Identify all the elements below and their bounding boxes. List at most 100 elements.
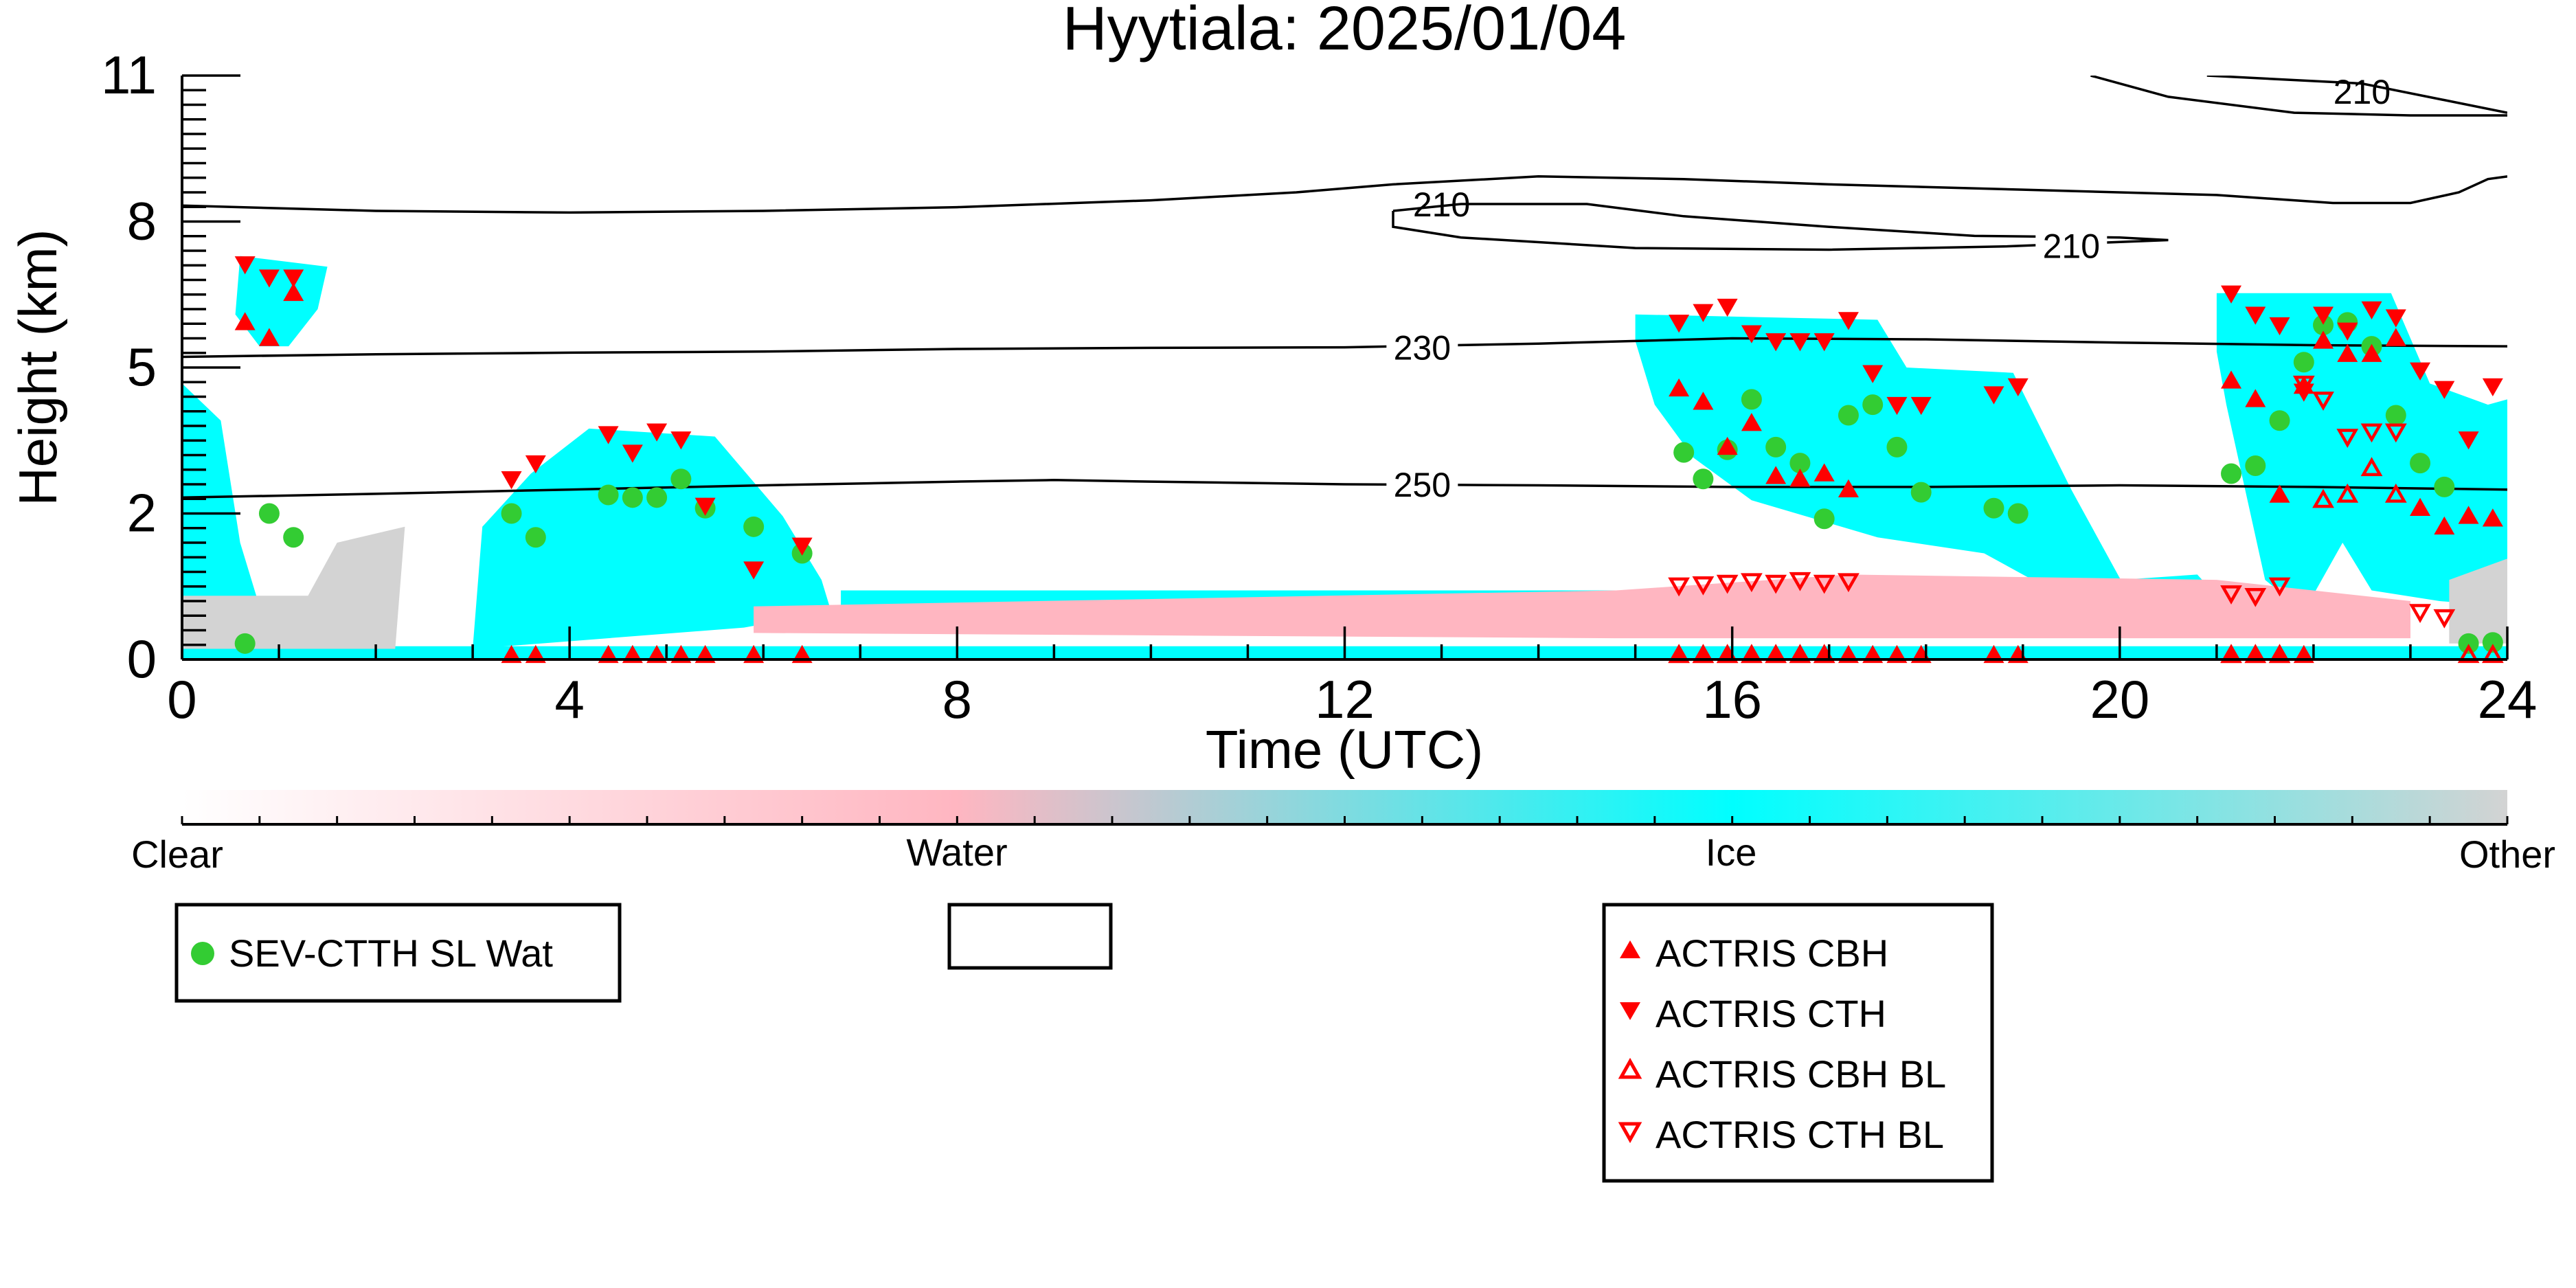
actris-cbh-marker — [2313, 330, 2334, 349]
actris-cth-marker — [1862, 365, 1884, 383]
contour-line-230 — [182, 337, 2507, 359]
actris-cth-marker — [1983, 386, 2004, 405]
sev-ctth-sl-wat-marker — [283, 527, 304, 548]
actris-cth-marker — [1741, 325, 1762, 343]
sev-ctth-sl-wat-marker — [1862, 394, 1884, 416]
actris-cbh-bl-marker — [1740, 644, 1763, 664]
actris-cth-marker — [525, 455, 546, 474]
actris-cbh-marker — [2434, 516, 2455, 535]
actris-cth-marker — [1838, 312, 1859, 330]
actris-cth-bl-marker — [1813, 574, 1835, 594]
actris-cbh-marker — [1814, 463, 1835, 482]
actris-cth-bl-marker — [1692, 576, 1715, 596]
legend-cth-bl-marker — [1618, 1122, 1642, 1144]
phase-region-other — [2449, 558, 2507, 644]
legend-actris: ACTRIS CBH ACTRIS CTH ACTRIS CBH BL ACTR… — [1602, 903, 1994, 1183]
actris-cth-bl-marker — [2384, 423, 2407, 443]
actris-cth-marker — [694, 497, 716, 516]
x-tick-label: 12 — [1315, 669, 1375, 730]
sev-ctth-sl-wat-marker — [670, 468, 692, 490]
actris-cth-marker — [2221, 285, 2242, 304]
legend-sev-frame — [174, 903, 622, 1003]
sev-ctth-sl-wat-marker — [1789, 453, 1811, 474]
actris-cbh-bl-marker — [2360, 457, 2383, 477]
sev-ctth-sl-wat-marker — [1693, 468, 1714, 490]
y-axis-ticks: 0 2 5 8 11 — [101, 45, 240, 689]
legend-cbh-marker — [1620, 940, 1640, 958]
actris-cth-marker — [2410, 362, 2431, 381]
y-tick-label: 11 — [101, 45, 157, 105]
actris-cth-bl-marker — [2312, 392, 2334, 411]
actris-cth-marker — [743, 561, 765, 580]
x-tick-label: 0 — [167, 669, 196, 730]
actris-cth-marker — [2361, 301, 2382, 319]
actris-cth-marker — [646, 423, 668, 442]
sev-ctth-sl-wat-marker — [1741, 389, 1762, 410]
actris-cth-bl-marker — [2409, 604, 2431, 623]
contour-label-bg — [1386, 329, 1458, 365]
actris-cbh-marker — [1838, 479, 1859, 497]
phase-region-water — [754, 574, 2410, 639]
sev-ctth-sl-wat-marker — [2269, 410, 2290, 431]
colorbar-label-clear: Clear — [131, 833, 223, 876]
y-axis-label: Height (km) — [8, 229, 68, 506]
contour-label-210: 210 — [2334, 73, 2391, 111]
phase-region-ice — [235, 256, 328, 347]
actris-cbh-bl-marker — [2268, 644, 2291, 664]
sev-ctth-sl-wat-marker — [2293, 352, 2314, 373]
sev-ctth-sl-wat-marker — [501, 503, 522, 524]
actris-cbh-bl-marker — [2384, 483, 2407, 503]
legend-cbh-label: ACTRIS CBH — [1656, 931, 1888, 975]
sev-ctth-sl-wat-marker — [2385, 405, 2406, 426]
actris-cth-marker — [670, 431, 692, 450]
sev-ctth-sl-wat-marker — [258, 503, 280, 524]
actris-cbh-marker — [1717, 436, 1738, 455]
sev-ctth-sl-wat-marker — [2221, 463, 2242, 484]
actris-cth-bl-marker — [1838, 573, 1860, 593]
actris-cbh-bl-marker — [1692, 644, 1715, 664]
sev-ctth-sl-wat-marker — [1886, 436, 1908, 457]
actris-cth-bl-marker — [1668, 577, 1690, 597]
sev-ctth-sl-wat-marker — [622, 487, 643, 508]
actris-cth-bl-marker — [1789, 572, 1811, 591]
actris-cth-marker — [1789, 333, 1811, 352]
phase-region-ice — [473, 428, 831, 649]
sev-ctth-sl-wat-marker — [598, 484, 619, 506]
sev-ctth-sl-wat-marker — [2313, 315, 2334, 336]
actris-cth-marker — [2245, 306, 2266, 325]
actris-cbh-marker — [1741, 413, 1762, 431]
sev-ctth-sl-wat-marker — [2434, 476, 2455, 497]
x-tick-label: 8 — [942, 669, 972, 730]
actris-cth-marker — [1765, 333, 1787, 352]
contour-label-210: 210 — [2043, 227, 2100, 265]
contour-line-210 — [1392, 203, 2169, 251]
contour-label-bg — [1386, 466, 1458, 502]
actris-cbh-bl-marker — [1789, 644, 1811, 664]
actris-cth-marker — [2313, 306, 2334, 325]
actris-cth-marker — [283, 269, 304, 288]
actris-cth-marker — [2007, 378, 2029, 397]
actris-cbh-bl-marker — [2481, 644, 2504, 664]
actris-cth-bl-marker — [2433, 609, 2456, 629]
actris-cth-marker — [1693, 304, 1714, 322]
sev-ctth-sl-wat-marker — [1838, 405, 1859, 426]
actris-cth-bl-marker — [2336, 429, 2359, 448]
actris-cth-marker — [791, 537, 813, 556]
legend-sev: SEV-CTTH SL Wat — [174, 903, 622, 1003]
actris-cth-bl-marker — [1765, 574, 1787, 594]
sev-ctth-sl-wat-marker — [2007, 503, 2029, 524]
x-tick-label: 16 — [1702, 669, 1762, 730]
actris-cth-marker — [2434, 381, 2455, 399]
chart-title: Hyytiala: 2025/01/04 — [1063, 0, 1627, 63]
actris-cbh-marker — [2385, 328, 2406, 346]
sev-ctth-sl-wat-marker — [525, 527, 546, 548]
legend-sev-label: SEV-CTTH SL Wat — [229, 931, 553, 975]
actris-cth-marker — [1886, 396, 1908, 416]
actris-cbh-bl-marker — [1668, 644, 1690, 664]
y-tick-label: 8 — [127, 191, 157, 251]
legend-cth-label: ACTRIS CTH — [1656, 992, 1886, 1035]
sev-ctth-sl-wat-marker — [2458, 633, 2479, 654]
actris-cth-bl-marker — [2292, 375, 2315, 395]
